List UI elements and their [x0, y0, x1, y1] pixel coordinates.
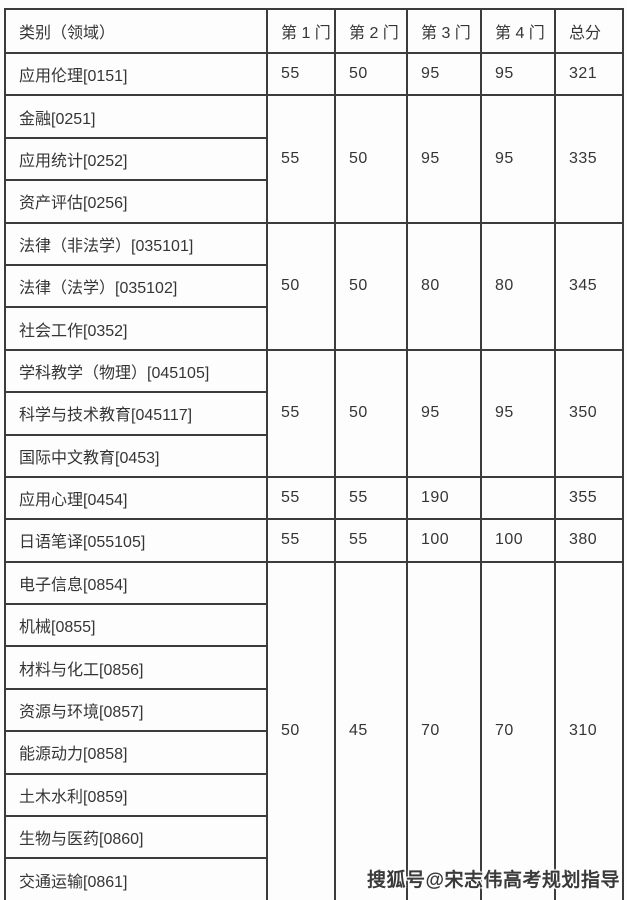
score-cell: 50 [334, 221, 408, 351]
category-cell: 材料与化工[0856] [4, 645, 268, 690]
score-cell: 321 [554, 51, 624, 97]
score-cell: 335 [554, 94, 624, 224]
category-cell: 法律（法学）[035102] [4, 264, 268, 309]
table-row: 应用统计[0252] [4, 137, 623, 182]
score-cell: 55 [266, 94, 336, 224]
table-row: 交通运输[0861] [4, 857, 623, 900]
score-cell: 50 [334, 94, 408, 224]
header-total: 总分 [554, 8, 624, 54]
score-cell: 100 [406, 518, 482, 563]
score-cell: 80 [406, 221, 482, 351]
score-cell: 95 [406, 94, 482, 224]
table-row: 金融[0251] 55 50 95 95 335 [4, 94, 624, 224]
score-cell: 55 [334, 475, 408, 521]
category-cell: 生物与医药[0860] [4, 815, 268, 860]
score-table-body: 应用伦理[0151] 55 50 95 95 321 金融[0251] 55 50 95 95 335… [4, 51, 624, 900]
table-row: 应用伦理[0151] 55 50 95 95 321 [4, 51, 624, 97]
category-cell: 资产评估[0256] [4, 179, 268, 224]
score-cell: 95 [480, 51, 556, 97]
category-cell: 电子信息[0854] [4, 560, 268, 606]
score-cell: 55 [266, 51, 336, 97]
score-cell: 100 [480, 518, 556, 563]
score-cell: 50 [266, 221, 336, 351]
table-row: 日语笔译[055105] 55 55 100 100 380 [4, 518, 624, 563]
category-cell: 学科教学（物理）[045105] [4, 348, 268, 394]
table-row: 能源动力[0858] [4, 730, 623, 775]
score-cell: 95 [480, 94, 556, 224]
header-row: 类别（领域） 第 1 门 第 2 门 第 3 门 第 4 门 总分 [4, 8, 624, 54]
table-row: 土木水利[0859] [4, 773, 623, 818]
score-table: 类别（领域） 第 1 门 第 2 门 第 3 门 第 4 门 总分 应用伦理[0… [4, 8, 624, 900]
score-cell [480, 475, 556, 521]
category-cell: 能源动力[0858] [4, 730, 268, 775]
table-row: 法律（非法学）[035101] 50 50 80 80 345 [4, 221, 624, 351]
score-cell: 95 [406, 348, 482, 478]
table-row: 法律（法学）[035102] [4, 264, 623, 309]
score-cell: 380 [554, 518, 624, 563]
score-cell: 310 [554, 560, 624, 900]
category-cell: 日语笔译[055105] [4, 518, 268, 563]
table-row: 机械[0855] [4, 603, 623, 648]
score-cell: 190 [406, 475, 482, 521]
header-subject-4: 第 4 门 [480, 8, 556, 54]
table-row: 社会工作[0352] [4, 306, 623, 351]
score-cell: 55 [266, 348, 336, 478]
category-cell: 应用伦理[0151] [4, 51, 268, 97]
table-row: 资产评估[0256] [4, 179, 623, 224]
category-cell: 机械[0855] [4, 603, 268, 648]
table-row: 科学与技术教育[045117] [4, 391, 623, 436]
score-cell: 50 [334, 51, 408, 97]
score-table-header: 类别（领域） 第 1 门 第 2 门 第 3 门 第 4 门 总分 [4, 8, 624, 54]
table-row: 国际中文教育[0453] [4, 434, 623, 478]
category-cell: 科学与技术教育[045117] [4, 391, 268, 436]
category-cell: 社会工作[0352] [4, 306, 268, 351]
score-cell: 350 [554, 348, 624, 478]
header-subject-2: 第 2 门 [334, 8, 408, 54]
category-cell: 应用统计[0252] [4, 137, 268, 182]
table-row: 电子信息[0854] 50 45 70 70 310 [4, 560, 624, 900]
score-cell: 50 [334, 348, 408, 478]
table-row: 生物与医药[0860] [4, 815, 623, 860]
header-subject-3: 第 3 门 [406, 8, 482, 54]
score-cell: 45 [334, 560, 408, 900]
score-cell: 95 [480, 348, 556, 478]
category-cell: 交通运输[0861] [4, 857, 268, 900]
category-cell: 金融[0251] [4, 94, 268, 139]
score-cell: 55 [266, 518, 336, 563]
score-cell: 55 [266, 475, 336, 521]
category-cell: 资源与环境[0857] [4, 688, 268, 733]
category-cell: 应用心理[0454] [4, 475, 268, 521]
score-cell: 355 [554, 475, 624, 521]
score-cell: 50 [266, 560, 336, 900]
score-cell: 70 [406, 560, 482, 900]
score-cell: 95 [406, 51, 482, 97]
table-row: 应用心理[0454] 55 55 190 355 [4, 475, 624, 521]
table-row: 资源与环境[0857] [4, 688, 623, 733]
category-cell: 法律（非法学）[035101] [4, 221, 268, 266]
score-cell: 80 [480, 221, 556, 351]
watermark: 搜狐号@宋志伟高考规划指导 [366, 870, 620, 891]
score-cell: 70 [480, 560, 556, 900]
header-subject-1: 第 1 门 [266, 8, 336, 54]
score-cell: 55 [334, 518, 408, 563]
header-category: 类别（领域） [4, 8, 268, 54]
table-row: 学科教学（物理）[045105] 55 50 95 95 350 [4, 348, 624, 478]
category-cell: 国际中文教育[0453] [4, 434, 268, 478]
category-cell: 土木水利[0859] [4, 773, 268, 818]
score-cell: 345 [554, 221, 624, 351]
table-row: 材料与化工[0856] [4, 645, 623, 690]
